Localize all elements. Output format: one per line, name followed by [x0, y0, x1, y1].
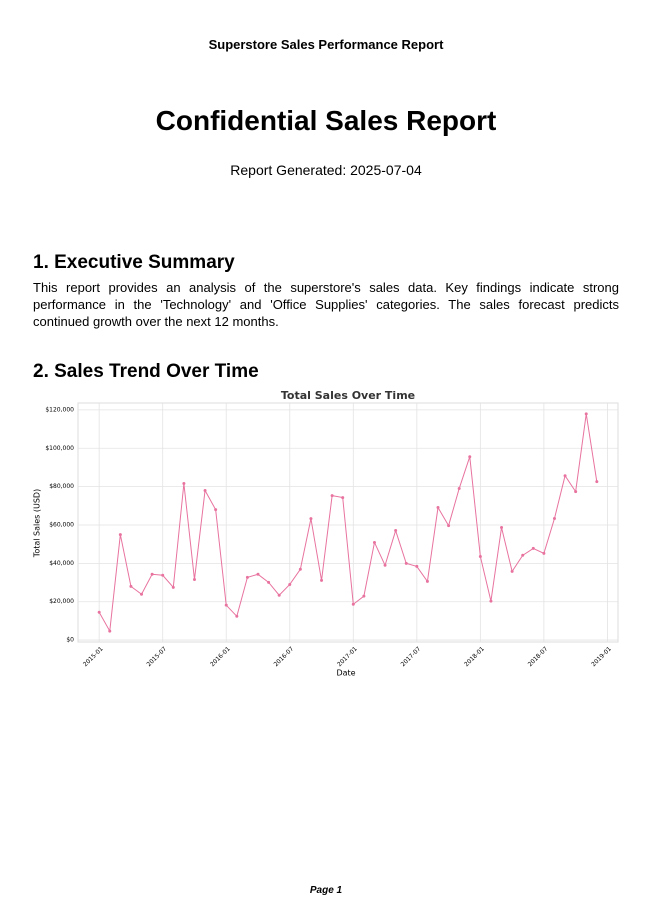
data-point [192, 577, 196, 581]
x-tick-label: 2018-07 [527, 645, 550, 668]
data-point [415, 564, 419, 568]
data-point [372, 540, 376, 544]
data-point [500, 525, 504, 529]
y-axis-label: Total Sales (USD) [33, 489, 42, 558]
x-axis-label: Date [336, 669, 355, 678]
header: Superstore Sales Performance Report [208, 37, 444, 52]
data-point [552, 516, 556, 520]
y-tick-label: $60,000 [49, 521, 74, 528]
data-point [574, 490, 578, 494]
y-tick-label: $100,000 [45, 445, 74, 452]
data-point [425, 579, 429, 583]
data-point [129, 584, 133, 588]
x-tick-label: 2015-01 [82, 645, 105, 668]
chart: Total Sales Over Time Date Total Sales (… [33, 389, 619, 678]
section-heading: 1. Executive Summary [33, 252, 235, 273]
x-tick-label: 2016-01 [209, 645, 232, 668]
data-point [267, 580, 271, 584]
data-point [277, 593, 281, 597]
data-point [521, 553, 525, 557]
data-point [362, 594, 366, 598]
section-heading: 2. Sales Trend Over Time [33, 361, 259, 382]
data-point [595, 480, 599, 484]
data-point [182, 482, 186, 486]
data-point [161, 573, 165, 577]
data-point [140, 592, 144, 596]
data-point [436, 506, 440, 510]
y-tick-label: $20,000 [49, 598, 74, 605]
data-point [245, 575, 249, 579]
y-tick-label: $40,000 [49, 560, 74, 567]
data-point [298, 567, 302, 571]
data-point [203, 488, 207, 492]
data-point [542, 551, 546, 555]
data-point [563, 474, 567, 478]
data-point [394, 529, 398, 533]
data-point [214, 508, 218, 512]
data-point [351, 602, 355, 606]
y-tick-label: $120,000 [45, 406, 74, 413]
data-point [489, 599, 493, 603]
footer: Page 1 [309, 885, 343, 896]
data-point [510, 569, 514, 573]
sales-line [98, 413, 598, 633]
data-point [150, 572, 154, 576]
data-point [341, 496, 345, 500]
y-tick-label: $0 [66, 637, 74, 644]
x-tick-label: 2015-07 [145, 645, 168, 668]
x-tick-label: 2019-01 [590, 645, 613, 668]
data-point [320, 578, 324, 582]
data-point [224, 603, 228, 607]
data-point [97, 610, 101, 614]
x-tick-label: 2017-07 [400, 645, 423, 668]
data-point [108, 629, 112, 633]
data-point [404, 561, 408, 565]
data-point [478, 554, 482, 558]
data-point [447, 524, 451, 528]
data-point [457, 487, 461, 491]
data-point [383, 563, 387, 567]
section-body: This report provides an analysis of the … [33, 280, 619, 329]
plot-area [77, 402, 619, 643]
data-point [330, 494, 334, 498]
generated-date: Report Generated: 2025-07-04 [230, 162, 422, 178]
data-point [235, 614, 239, 618]
data-point [288, 582, 292, 586]
data-point [309, 517, 313, 521]
x-tick-label: 2017-01 [336, 645, 359, 668]
data-point [118, 533, 122, 537]
title: Confidential Sales Report [155, 105, 497, 136]
data-point [256, 572, 260, 576]
data-point [171, 585, 175, 589]
x-tick-label: 2018-01 [463, 645, 486, 668]
data-point [468, 455, 472, 459]
y-tick-label: $80,000 [49, 483, 74, 490]
data-point [584, 412, 588, 416]
x-tick-label: 2016-07 [273, 645, 296, 668]
chart-title: Total Sales Over Time [281, 389, 415, 402]
data-point [531, 546, 535, 550]
